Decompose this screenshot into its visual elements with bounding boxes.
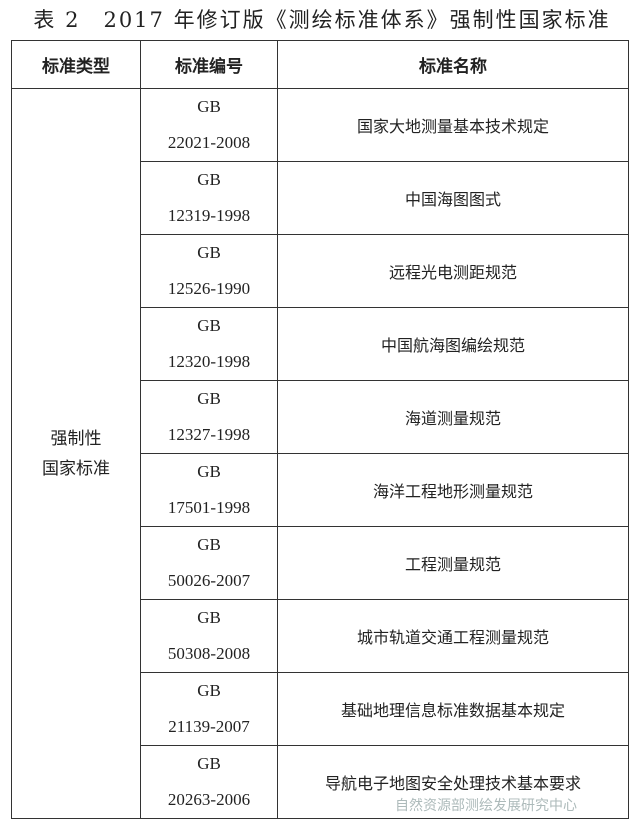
standard-number: 21139-2007 [168, 717, 250, 736]
header-type: 标准类型 [11, 40, 141, 89]
table-row: GB 12319-1998 中国海图图式 [12, 161, 629, 235]
standard-name-cell: 导航电子地图安全处理技术基本要求 [277, 745, 629, 819]
standards-table: 标准类型 标准编号 标准名称 强制性国家标准 GB 22021-2008 国家大地测量… [11, 40, 629, 819]
standard-number-cell: GB 22021-2008 [140, 88, 278, 162]
standard-prefix: GB [197, 681, 221, 700]
table-row: GB 17501-1998 海洋工程地形测量规范 [12, 453, 629, 527]
watermark: 自然资源部测绘发展研究中心 [395, 798, 577, 814]
standard-number-cell: GB 50026-2007 [140, 526, 278, 600]
standard-prefix: GB [197, 608, 221, 627]
standard-number-cell: GB 12526-1990 [140, 234, 278, 308]
table-row: GB 12327-1998 海道测量规范 [12, 380, 629, 454]
standard-name-cell: 海道测量规范 [277, 380, 629, 454]
table-row: GB 21139-2007 基础地理信息标准数据基本规定 [12, 672, 629, 746]
header-number: 标准编号 [140, 40, 278, 89]
header-row: 标准类型 标准编号 标准名称 [11, 40, 629, 89]
table-caption: 表 2 2017 年修订版《测绘标准体系》强制性国家标准 [33, 8, 611, 32]
standard-number: 12327-1998 [167, 425, 251, 444]
standard-number-cell: GB 17501-1998 [140, 453, 278, 527]
standard-number-cell: GB 50308-2008 [140, 599, 278, 673]
standard-number-cell: GB 21139-2007 [140, 672, 278, 746]
standard-number: 50026-2007 [167, 571, 251, 590]
table-row: GB 20263-2006 导航电子地图安全处理技术基本要求 [12, 745, 629, 819]
standard-type-cell: 强制性 国家标准 [11, 88, 141, 819]
standard-prefix: GB [197, 316, 221, 335]
standard-number: 12320-1998 [167, 352, 251, 371]
standard-name-cell: 中国海图图式 [277, 161, 629, 235]
table-row: 强制性国家标准 GB 22021-2008 国家大地测量基本技术规定 [11, 88, 629, 819]
header-name: 标准名称 [277, 40, 629, 89]
standard-name-cell: 国家大地测量基本技术规定 [277, 88, 629, 162]
standard-number: 12319-1998 [167, 206, 251, 225]
type-line-1: 强制性 [50, 428, 102, 449]
standard-number: 50308-2008 [167, 644, 251, 663]
standard-prefix: GB [197, 535, 221, 554]
standard-number: 12526-1990 [167, 279, 251, 298]
standard-name-cell: 基础地理信息标准数据基本规定 [277, 672, 629, 746]
table-row: GB 12320-1998 中国航海图编绘规范 [12, 307, 629, 381]
standard-number-cell: GB 20263-2006 [140, 745, 278, 819]
standard-prefix: GB [197, 97, 221, 116]
table-row: GB 12526-1990 远程光电测距规范 [12, 234, 629, 308]
standard-prefix: GB [197, 754, 221, 773]
table-row: GB 50308-2008 城市轨道交通工程测量规范 [12, 599, 629, 673]
standard-prefix: GB [197, 243, 221, 262]
standard-name-cell: 远程光电测距规范 [277, 234, 629, 308]
standard-name-cell: 海洋工程地形测量规范 [277, 453, 629, 527]
standard-prefix: GB [197, 389, 221, 408]
standard-number-cell: GB 12319-1998 [140, 161, 278, 235]
standard-prefix: GB [197, 462, 221, 481]
standard-name-cell: 工程测量规范 [277, 526, 629, 600]
standard-number: 17501-1998 [167, 498, 251, 517]
standard-number: 20263-2006 [167, 790, 251, 809]
standard-name-cell: 城市轨道交通工程测量规范 [277, 599, 629, 673]
standard-number-cell: GB 12320-1998 [140, 307, 278, 381]
standard-number: 22021-2008 [167, 133, 251, 152]
standard-number-cell: GB 12327-1998 [140, 380, 278, 454]
type-line-2: 国家标准 [42, 458, 110, 479]
standard-prefix: GB [197, 170, 221, 189]
standard-name-cell: 中国航海图编绘规范 [277, 307, 629, 381]
